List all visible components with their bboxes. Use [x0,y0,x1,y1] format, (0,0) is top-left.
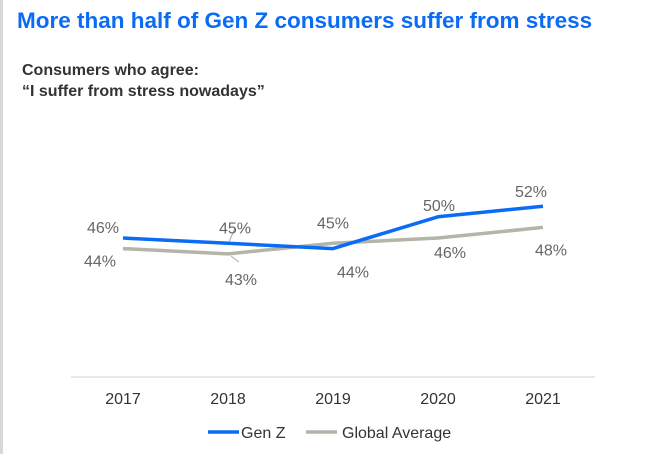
legend-label-0: Gen Z [241,425,286,442]
data-label: 46% [434,245,466,262]
leader-line [228,227,236,243]
data-label: 44% [337,265,369,282]
x-tick-label-2019: 2019 [315,391,351,408]
chart-subtitle-line2: “I suffer from stress nowadays” [22,83,265,100]
data-label: 46% [87,220,119,237]
x-tick-label-2020: 2020 [420,391,456,408]
x-tick-label-2017: 2017 [105,391,141,408]
data-label: 48% [535,242,567,259]
data-label: 52% [515,184,547,201]
line-chart: 2017 2018 2019 2020 2021 46% 45% 44% 50% 52% 44% 43… [71,184,595,442]
x-tick-label-2021: 2021 [525,391,561,408]
leader-line [230,255,240,263]
data-label: 43% [225,272,257,289]
data-label: 45% [219,220,251,237]
chart-title: More than half of Gen Z consumers suffer… [17,8,593,33]
data-label: 50% [423,198,455,215]
series-line-global-average [122,225,544,256]
data-label: 44% [84,254,116,271]
data-label: 45% [317,215,349,232]
x-tick-label-2018: 2018 [210,391,246,408]
legend-label-1: Global Average [342,425,451,442]
chart-subtitle-line1: Consumers who agree: [22,62,199,79]
series-line-gen-z [122,204,544,251]
